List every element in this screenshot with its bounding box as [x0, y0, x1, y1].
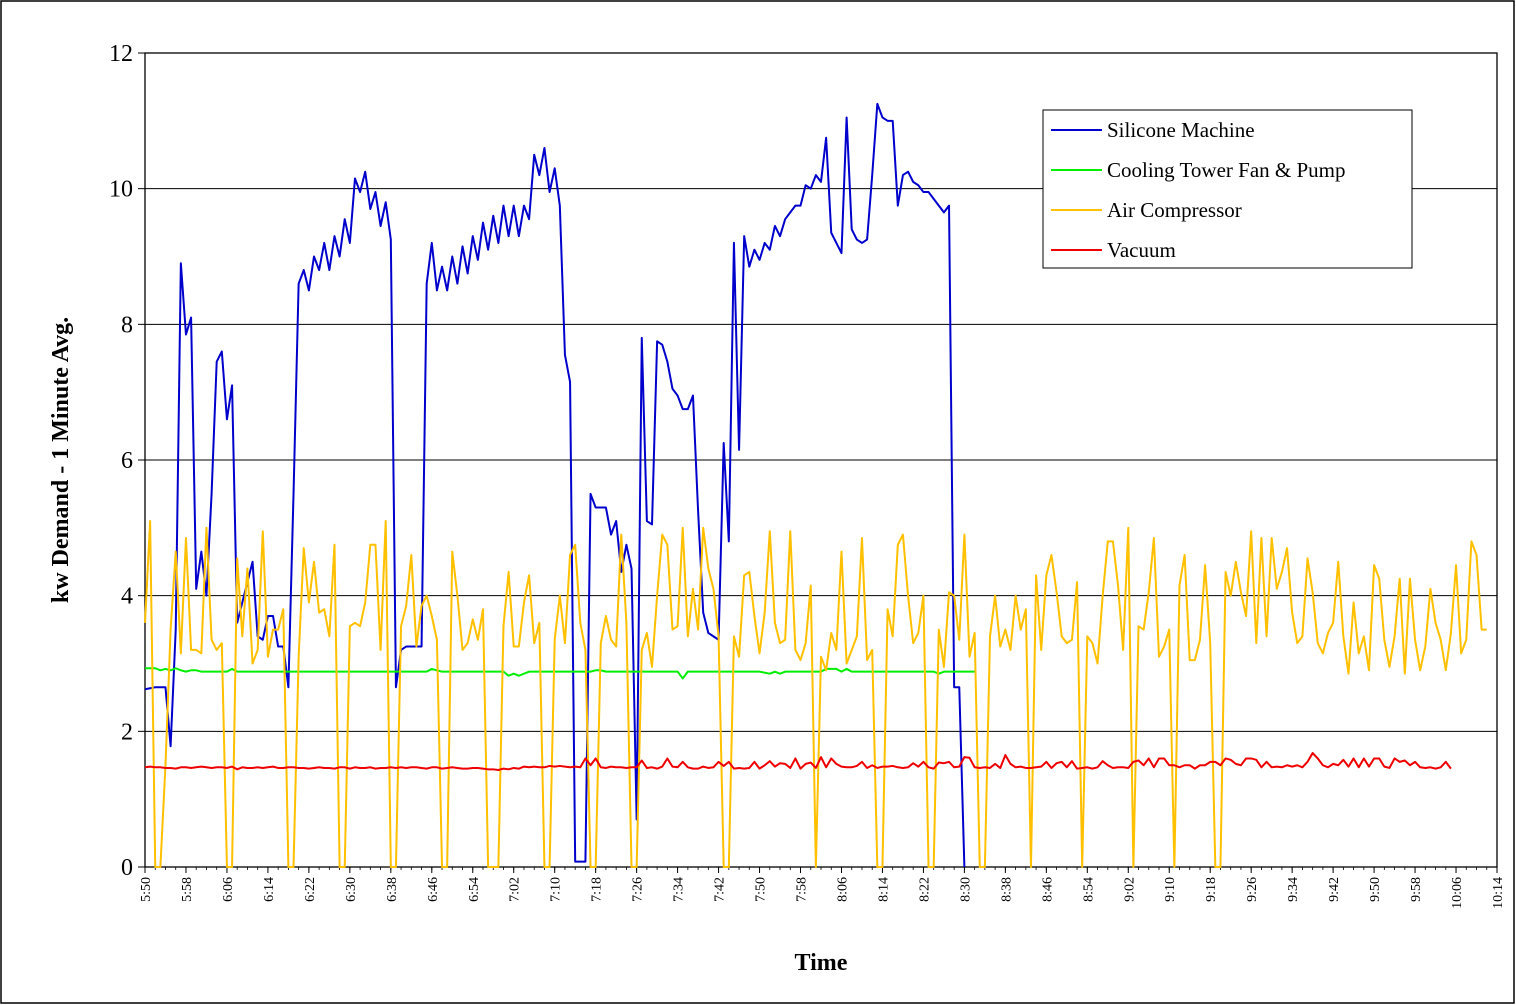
x-tick-label: 9:58: [1409, 877, 1424, 902]
legend-label-air-compressor: Air Compressor: [1107, 198, 1242, 222]
series-line-air-compressor: [144, 520, 1487, 868]
x-tick-label: 6:06: [221, 877, 236, 902]
x-tick-label: 9:50: [1368, 877, 1383, 902]
x-tick-label: 5:50: [139, 877, 154, 902]
y-tick-label: 12: [109, 41, 133, 67]
y-tick-label: 4: [121, 584, 133, 610]
x-tick-label: 7:18: [590, 877, 605, 902]
x-tick-label: 9:02: [1122, 877, 1137, 902]
x-axis-ticks: 5:50 5:58 6:06 6:14 6:22 6:30 6:38 6:46 6:54 7:02…: [139, 867, 1506, 909]
x-tick-label: 9:18: [1204, 877, 1219, 902]
series-line-cooling-tower-fan-pump: [145, 667, 975, 680]
x-tick-label: 8:46: [1040, 877, 1055, 902]
legend-label-cooling-tower: Cooling Tower Fan & Pump: [1107, 158, 1346, 182]
x-tick-label: 6:22: [303, 877, 318, 902]
series-line-silicone-machine: [144, 102, 966, 868]
x-axis-title: Time: [795, 950, 848, 976]
x-tick-label: 6:14: [262, 877, 277, 902]
x-tick-label: 9:42: [1327, 877, 1342, 902]
x-tick-label: 9:10: [1163, 877, 1178, 902]
x-tick-label: 9:34: [1286, 877, 1301, 902]
y-tick-label: 6: [121, 448, 133, 474]
x-tick-label: 6:30: [344, 877, 359, 902]
x-tick-label: 7:10: [549, 877, 564, 902]
y-tick-label: 0: [121, 855, 133, 881]
legend-label-silicone-machine: Silicone Machine: [1107, 118, 1255, 142]
legend-label-vacuum: Vacuum: [1107, 238, 1176, 262]
x-tick-label: 8:30: [958, 877, 973, 902]
x-tick-label: 9:26: [1245, 877, 1260, 902]
x-tick-label: 10:14: [1491, 877, 1506, 909]
legend: Silicone Machine Cooling Tower Fan & Pum…: [1042, 109, 1413, 269]
y-tick-label: 2: [121, 719, 133, 745]
legend-box: [1042, 109, 1413, 269]
x-tick-label: 8:54: [1081, 877, 1096, 902]
y-axis-ticks: 0 2 4 6 8 10 12: [109, 41, 145, 881]
x-tick-label: 8:22: [917, 877, 932, 902]
series-lines: [144, 102, 1487, 868]
x-tick-label: 7:58: [795, 877, 810, 902]
x-tick-label: 6:54: [467, 877, 482, 902]
x-tick-label: 6:38: [385, 877, 400, 902]
x-tick-label: 5:58: [180, 877, 195, 902]
x-tick-label: 8:14: [876, 877, 891, 902]
y-tick-label: 8: [121, 312, 133, 338]
y-tick-label: 10: [109, 177, 133, 203]
x-tick-label: 7:26: [631, 877, 646, 902]
x-tick-label: 7:02: [508, 877, 523, 902]
y-axis-title: kw Demand - 1 Minute Avg.: [48, 317, 74, 603]
x-tick-label: 8:06: [835, 877, 850, 902]
x-tick-label: 7:42: [713, 877, 728, 902]
x-tick-label: 6:46: [426, 877, 441, 902]
x-tick-label: 7:50: [754, 877, 769, 902]
x-tick-label: 10:06: [1450, 877, 1465, 909]
x-tick-label: 8:38: [999, 877, 1014, 902]
series-line-vacuum: [144, 752, 1452, 771]
x-tick-label: 7:34: [672, 877, 687, 902]
